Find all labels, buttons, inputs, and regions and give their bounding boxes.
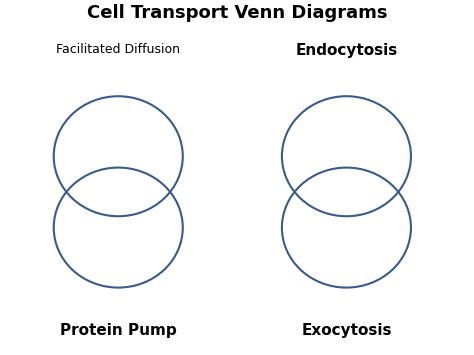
Title: Cell Transport Venn Diagrams: Cell Transport Venn Diagrams xyxy=(87,4,387,22)
Text: Exocytosis: Exocytosis xyxy=(301,323,392,338)
Text: Endocytosis: Endocytosis xyxy=(295,43,398,58)
Text: Facilitated Diffusion: Facilitated Diffusion xyxy=(56,43,180,56)
Text: Protein Pump: Protein Pump xyxy=(60,323,177,338)
